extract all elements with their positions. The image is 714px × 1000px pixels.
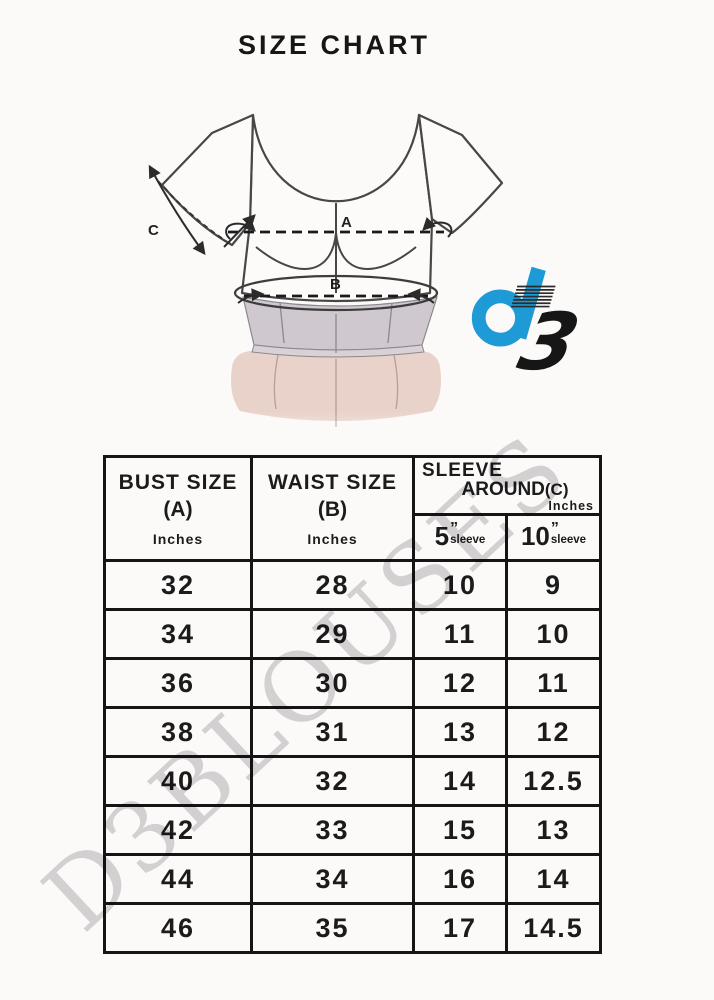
table-cell: 38 xyxy=(103,706,253,758)
sleeve-arrow xyxy=(148,164,206,256)
table-row: 32 28 10 9 xyxy=(103,559,602,611)
table-cell: 28 xyxy=(250,559,415,611)
sleeve-10-size: 10 xyxy=(520,521,550,551)
table-cell: 12.5 xyxy=(505,755,602,807)
bust-code: (A) xyxy=(163,497,193,521)
size-table: BUST SIZE (A) Inches WAIST SIZE (B) Inch… xyxy=(103,455,602,954)
sleeve-unit: Inches xyxy=(548,499,594,513)
sleeve-10-subheader: 10 ” sleeve xyxy=(505,513,602,562)
bust-size-header: BUST SIZE (A) Inches xyxy=(103,455,253,562)
sleeve-around-header: SLEEVE AROUND(C) Inches xyxy=(412,455,602,516)
sleeve-title-1: SLEEVE xyxy=(422,460,503,481)
sleeve-10-label: sleeve xyxy=(550,534,587,546)
waist-size-header: WAIST SIZE (B) Inches xyxy=(250,455,415,562)
sleeve-10-quote: ” xyxy=(550,520,559,537)
sleeve-title-2: AROUND xyxy=(461,479,545,500)
table-cell: 32 xyxy=(103,559,253,611)
skirt-band xyxy=(251,344,425,358)
table-cell: 13 xyxy=(412,706,508,758)
table-row: 38 31 13 12 xyxy=(103,706,602,758)
table-cell: 12 xyxy=(505,706,602,758)
table-cell: 46 xyxy=(103,902,253,954)
waist-unit: Inches xyxy=(307,530,358,547)
table-cell: 10 xyxy=(505,608,602,660)
table-row: 46 35 17 14.5 xyxy=(103,902,602,954)
table-cell: 29 xyxy=(250,608,415,660)
sleeve-5-quote: ” xyxy=(450,520,459,537)
label-b: B xyxy=(330,276,341,293)
table-cell: 32 xyxy=(250,755,415,807)
sleeve-5-size: 5 xyxy=(434,521,450,551)
table-cell: 14 xyxy=(412,755,508,807)
waist-code: (B) xyxy=(317,497,348,521)
table-cell: 34 xyxy=(250,853,415,905)
table-cell: 40 xyxy=(103,755,253,807)
table-cell: 11 xyxy=(505,657,602,709)
table-cell: 12 xyxy=(412,657,508,709)
table-cell: 15 xyxy=(412,804,508,856)
page-title: SIZE CHART xyxy=(238,30,430,60)
table-cell: 13 xyxy=(505,804,602,856)
table-cell: 34 xyxy=(103,608,253,660)
table-row: 36 30 12 11 xyxy=(103,657,602,709)
table-row: 44 34 16 14 xyxy=(103,853,602,905)
table-cell: 33 xyxy=(250,804,415,856)
table-row: 42 33 15 13 xyxy=(103,804,602,856)
table-cell: 44 xyxy=(103,853,253,905)
sleeve-5-label: sleeve xyxy=(450,534,486,546)
table-cell: 35 xyxy=(250,902,415,954)
table-cell: 14 xyxy=(505,853,602,905)
bust-title: BUST SIZE xyxy=(118,470,238,494)
label-a: A xyxy=(341,214,352,231)
right-sleeve xyxy=(417,113,504,235)
waist-ellipse xyxy=(233,274,439,312)
d3-logo: 3 xyxy=(471,266,580,378)
table-cell: 17 xyxy=(412,902,508,954)
blouse-illustration: A B C xyxy=(148,113,504,455)
sleeve-5-subheader: 5 ” sleeve xyxy=(412,513,508,562)
table-cell: 11 xyxy=(412,608,508,660)
table-cell: 10 xyxy=(412,559,508,611)
logo-speed-lines xyxy=(511,285,556,308)
sleeve-code: (C) xyxy=(544,480,569,499)
left-sleeve xyxy=(160,113,255,247)
table-row: 40 32 14 12.5 xyxy=(103,755,602,807)
table-cell: 42 xyxy=(103,804,253,856)
waist-title: WAIST SIZE xyxy=(267,470,397,494)
table-cell: 30 xyxy=(250,657,415,709)
table-cell: 14.5 xyxy=(505,902,602,954)
table-cell: 31 xyxy=(250,706,415,758)
bust-unit: Inches xyxy=(152,530,204,547)
table-cell: 9 xyxy=(505,559,602,611)
label-c: C xyxy=(148,222,159,239)
table-row: 34 29 11 10 xyxy=(103,608,602,660)
table-cell: 36 xyxy=(103,657,253,709)
table-cell: 16 xyxy=(412,853,508,905)
